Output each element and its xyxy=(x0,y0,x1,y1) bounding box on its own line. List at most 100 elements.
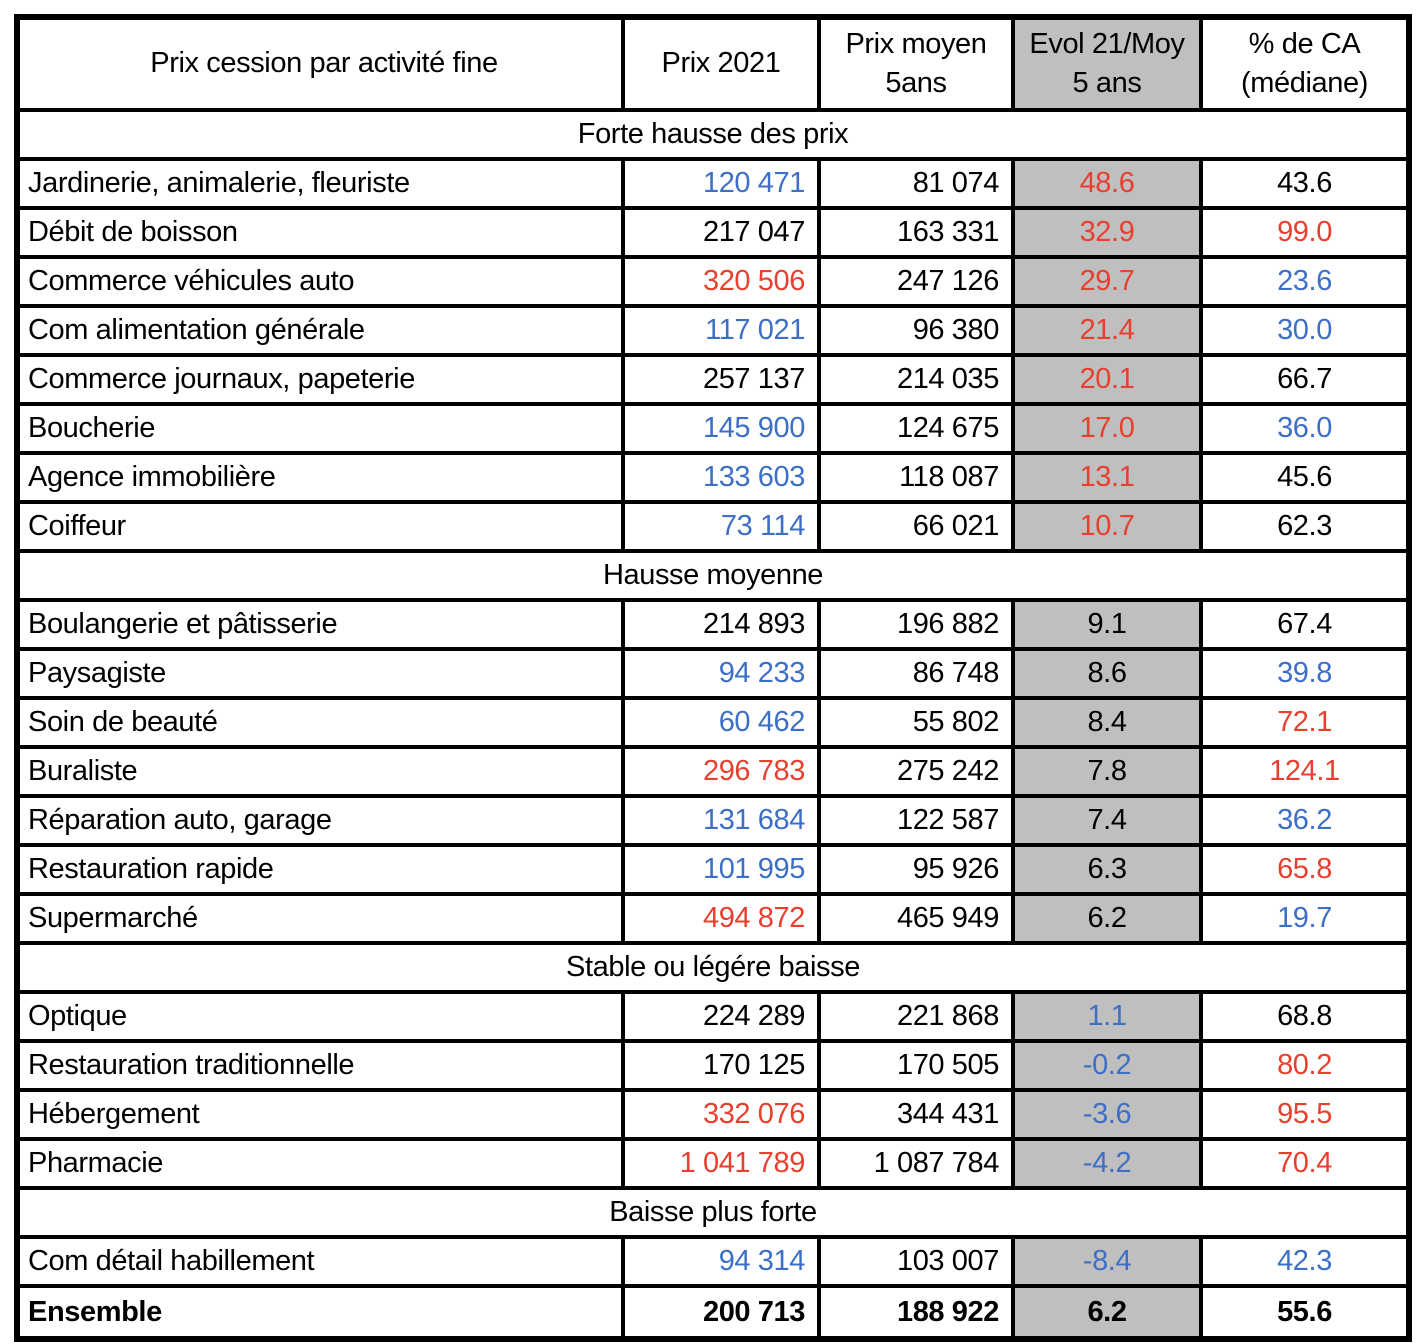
prix-2021-value: 73 114 xyxy=(621,500,821,553)
ca-mediane-value: 42.3 xyxy=(1199,1235,1411,1288)
activity-label: Hébergement xyxy=(15,1088,625,1141)
header-evol: Evol 21/Moy 5 ans xyxy=(1011,15,1203,112)
section-row: Hausse moyenne xyxy=(15,549,1411,602)
activity-label: Commerce véhicules auto xyxy=(15,255,625,308)
evol-value: -8.4 xyxy=(1011,1235,1203,1288)
ca-mediane-value: 39.8 xyxy=(1199,647,1411,700)
prix-moyen-5ans-value: 124 675 xyxy=(817,402,1015,455)
prix-moyen-5ans-value: 214 035 xyxy=(817,353,1015,406)
ca-mediane-value: 62.3 xyxy=(1199,500,1411,553)
evol-value: -4.2 xyxy=(1011,1137,1203,1190)
activity-label: Boulangerie et pâtisserie xyxy=(15,598,625,651)
ca-mediane-value: 99.0 xyxy=(1199,206,1411,259)
ca-mediane-value: 95.5 xyxy=(1199,1088,1411,1141)
activity-label: Pharmacie xyxy=(15,1137,625,1190)
activity-label: Débit de boisson xyxy=(15,206,625,259)
section-row: Baisse plus forte xyxy=(15,1186,1411,1239)
table-row: Restauration rapide 101 995 95 926 6.3 6… xyxy=(15,843,1411,896)
table-row: Com alimentation générale 117 021 96 380… xyxy=(15,304,1411,357)
table-row: Ensemble 200 713 188 922 6.2 55.6 xyxy=(15,1284,1411,1341)
ca-mediane-value: 45.6 xyxy=(1199,451,1411,504)
ca-mediane-value: 72.1 xyxy=(1199,696,1411,749)
header-line: (médiane) xyxy=(1241,67,1368,99)
activity-label: Agence immobilière xyxy=(15,451,625,504)
table-row: Com détail habillement 94 314 103 007 -8… xyxy=(15,1235,1411,1288)
ca-mediane-value: 19.7 xyxy=(1199,892,1411,945)
activity-label: Commerce journaux, papeterie xyxy=(15,353,625,406)
header-line: % de CA xyxy=(1248,27,1361,60)
prix-2021-value: 200 713 xyxy=(621,1284,821,1341)
prix-2021-value: 332 076 xyxy=(621,1088,821,1141)
ca-mediane-value: 70.4 xyxy=(1199,1137,1411,1190)
table-row: Soin de beauté 60 462 55 802 8.4 72.1 xyxy=(15,696,1411,749)
prix-2021-value: 224 289 xyxy=(621,990,821,1043)
activity-label: Coiffeur xyxy=(15,500,625,553)
table-row: Hébergement 332 076 344 431 -3.6 95.5 xyxy=(15,1088,1411,1141)
activity-label: Réparation auto, garage xyxy=(15,794,625,847)
ca-mediane-value: 55.6 xyxy=(1199,1284,1411,1341)
ca-mediane-value: 68.8 xyxy=(1199,990,1411,1043)
evol-value: -0.2 xyxy=(1011,1039,1203,1092)
prix-2021-value: 145 900 xyxy=(621,402,821,455)
activity-label: Paysagiste xyxy=(15,647,625,700)
table-row: Coiffeur 73 114 66 021 10.7 62.3 xyxy=(15,500,1411,553)
header-ca-mediane: % de CA (médiane) xyxy=(1199,15,1411,112)
activity-label: Soin de beauté xyxy=(15,696,625,749)
section-title: Stable ou légére baisse xyxy=(15,941,1411,994)
evol-value: 13.1 xyxy=(1011,451,1203,504)
prix-moyen-5ans-value: 275 242 xyxy=(817,745,1015,798)
table-row: Commerce journaux, papeterie 257 137 214… xyxy=(15,353,1411,406)
activity-label: Boucherie xyxy=(15,402,625,455)
header-line: Prix moyen xyxy=(845,27,987,60)
header-line: 5 ans xyxy=(1072,67,1142,99)
activity-label: Restauration rapide xyxy=(15,843,625,896)
section-row: Forte hausse des prix xyxy=(15,108,1411,161)
prix-moyen-5ans-value: 86 748 xyxy=(817,647,1015,700)
header-prix-moyen: Prix moyen 5ans xyxy=(817,15,1015,112)
evol-value: 1.1 xyxy=(1011,990,1203,1043)
ca-mediane-value: 36.2 xyxy=(1199,794,1411,847)
section-title: Forte hausse des prix xyxy=(15,108,1411,161)
evol-value: 6.3 xyxy=(1011,843,1203,896)
table-body: Forte hausse des prix Jardinerie, animal… xyxy=(15,108,1411,1341)
table-row: Supermarché 494 872 465 949 6.2 19.7 xyxy=(15,892,1411,945)
prix-moyen-5ans-value: 163 331 xyxy=(817,206,1015,259)
table-row: Optique 224 289 221 868 1.1 68.8 xyxy=(15,990,1411,1043)
activity-label: Com alimentation générale xyxy=(15,304,625,357)
evol-value: 17.0 xyxy=(1011,402,1203,455)
header-line: 5ans xyxy=(885,67,947,99)
prix-2021-value: 131 684 xyxy=(621,794,821,847)
prix-moyen-5ans-value: 81 074 xyxy=(817,157,1015,210)
prix-moyen-5ans-value: 96 380 xyxy=(817,304,1015,357)
prix-2021-value: 214 893 xyxy=(621,598,821,651)
evol-value: 9.1 xyxy=(1011,598,1203,651)
header-prix-2021: Prix 2021 xyxy=(621,15,821,112)
table-row: Débit de boisson 217 047 163 331 32.9 99… xyxy=(15,206,1411,259)
ca-mediane-value: 80.2 xyxy=(1199,1039,1411,1092)
prix-2021-value: 133 603 xyxy=(621,451,821,504)
prix-2021-value: 296 783 xyxy=(621,745,821,798)
evol-value: 6.2 xyxy=(1011,892,1203,945)
prix-moyen-5ans-value: 118 087 xyxy=(817,451,1015,504)
prix-2021-value: 94 314 xyxy=(621,1235,821,1288)
section-title: Hausse moyenne xyxy=(15,549,1411,602)
evol-value: 8.6 xyxy=(1011,647,1203,700)
header-activity: Prix cession par activité fine xyxy=(15,15,625,112)
prix-moyen-5ans-value: 55 802 xyxy=(817,696,1015,749)
evol-value: 32.9 xyxy=(1011,206,1203,259)
table-row: Agence immobilière 133 603 118 087 13.1 … xyxy=(15,451,1411,504)
prix-moyen-5ans-value: 465 949 xyxy=(817,892,1015,945)
prix-2021-value: 60 462 xyxy=(621,696,821,749)
table-row: Pharmacie 1 041 789 1 087 784 -4.2 70.4 xyxy=(15,1137,1411,1190)
prix-moyen-5ans-value: 221 868 xyxy=(817,990,1015,1043)
prix-moyen-5ans-value: 170 505 xyxy=(817,1039,1015,1092)
ca-mediane-value: 30.0 xyxy=(1199,304,1411,357)
prix-cession-table: Prix cession par activité fine Prix 2021… xyxy=(14,14,1412,1342)
activity-label: Ensemble xyxy=(15,1284,625,1341)
table-row: Boucherie 145 900 124 675 17.0 36.0 xyxy=(15,402,1411,455)
activity-label: Optique xyxy=(15,990,625,1043)
table-row: Restauration traditionnelle 170 125 170 … xyxy=(15,1039,1411,1092)
prix-2021-value: 1 041 789 xyxy=(621,1137,821,1190)
prix-2021-value: 217 047 xyxy=(621,206,821,259)
